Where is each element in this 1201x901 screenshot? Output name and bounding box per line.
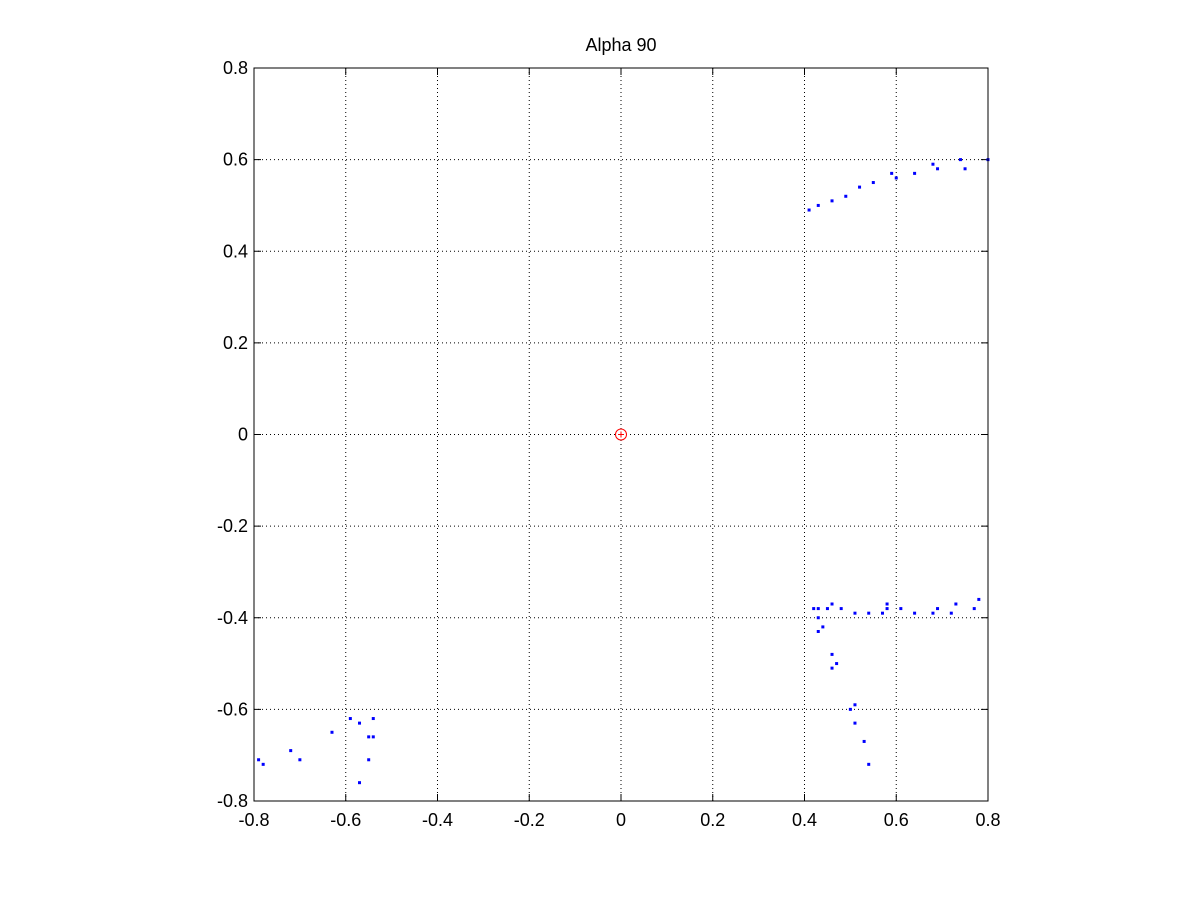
data-point — [958, 158, 962, 162]
data-point — [330, 730, 334, 734]
data-point — [257, 758, 261, 762]
data-point — [289, 749, 293, 753]
data-point — [931, 162, 935, 166]
x-tick-label: -0.4 — [422, 810, 453, 830]
data-point — [848, 707, 852, 711]
x-tick-label: -0.8 — [238, 810, 269, 830]
data-point — [913, 171, 917, 175]
data-point — [936, 607, 940, 611]
chart-title: Alpha 90 — [585, 35, 656, 55]
x-tick-label: 0.6 — [884, 810, 909, 830]
y-tick-label: -0.2 — [217, 516, 248, 536]
data-point — [825, 607, 829, 611]
data-point — [954, 602, 958, 606]
data-point — [931, 611, 935, 615]
data-point — [358, 721, 362, 725]
data-point — [899, 607, 903, 611]
y-tick-label: 0.2 — [223, 333, 248, 353]
data-point — [936, 167, 940, 171]
x-tick-label: 0.4 — [792, 810, 817, 830]
x-tick-label: -0.2 — [514, 810, 545, 830]
data-point — [913, 611, 917, 615]
y-tick-label: 0.6 — [223, 150, 248, 170]
axes-frame — [253, 67, 989, 802]
data-point — [830, 666, 834, 670]
x-tick-label: 0.8 — [975, 810, 1000, 830]
data-point — [853, 611, 857, 615]
data-point — [807, 208, 811, 212]
origin-marker — [615, 428, 627, 441]
data-point — [871, 181, 875, 185]
x-tick-label: 0 — [616, 810, 626, 830]
x-tick-label: -0.6 — [330, 810, 361, 830]
data-point — [858, 185, 862, 189]
data-point — [839, 607, 843, 611]
data-point — [867, 762, 871, 766]
data-point — [371, 735, 375, 739]
y-tick-label: 0 — [238, 425, 248, 445]
y-tick-label: 0.4 — [223, 241, 248, 261]
data-points — [257, 158, 990, 785]
data-point — [830, 602, 834, 606]
y-axis: -0.8 -0.6 -0.4 -0.2 0 0.2 0.4 0.6 0.8 — [217, 58, 988, 811]
data-point — [821, 625, 825, 629]
data-point — [298, 758, 302, 762]
data-point — [977, 597, 981, 601]
data-point — [963, 167, 967, 171]
data-point — [812, 607, 816, 611]
data-point — [816, 616, 820, 620]
data-point — [972, 607, 976, 611]
y-tick-label: -0.4 — [217, 608, 248, 628]
data-point — [880, 611, 884, 615]
y-tick-label: -0.8 — [217, 791, 248, 811]
data-point — [358, 781, 362, 785]
data-point — [830, 199, 834, 203]
data-point — [844, 194, 848, 198]
data-point — [885, 602, 889, 606]
data-point — [816, 203, 820, 207]
data-point — [890, 171, 894, 175]
data-point — [816, 607, 820, 611]
data-point — [261, 762, 265, 766]
x-axis: -0.8 -0.6 -0.4 -0.2 0 0.2 0.4 0.6 0.8 — [238, 68, 1001, 830]
x-tick-label: 0.2 — [700, 810, 725, 830]
y-tick-label: -0.6 — [217, 699, 248, 719]
data-point — [885, 607, 889, 611]
data-point — [348, 717, 352, 721]
data-point — [367, 735, 371, 739]
data-point — [894, 176, 898, 180]
data-point — [867, 611, 871, 615]
data-point — [853, 703, 857, 707]
data-point — [835, 662, 839, 666]
data-point — [367, 758, 371, 762]
data-point — [862, 739, 866, 743]
data-point — [853, 721, 857, 725]
y-tick-label: 0.8 — [223, 58, 248, 78]
data-point — [816, 629, 820, 633]
data-point — [371, 717, 375, 721]
data-point — [949, 611, 953, 615]
data-point — [830, 652, 834, 656]
